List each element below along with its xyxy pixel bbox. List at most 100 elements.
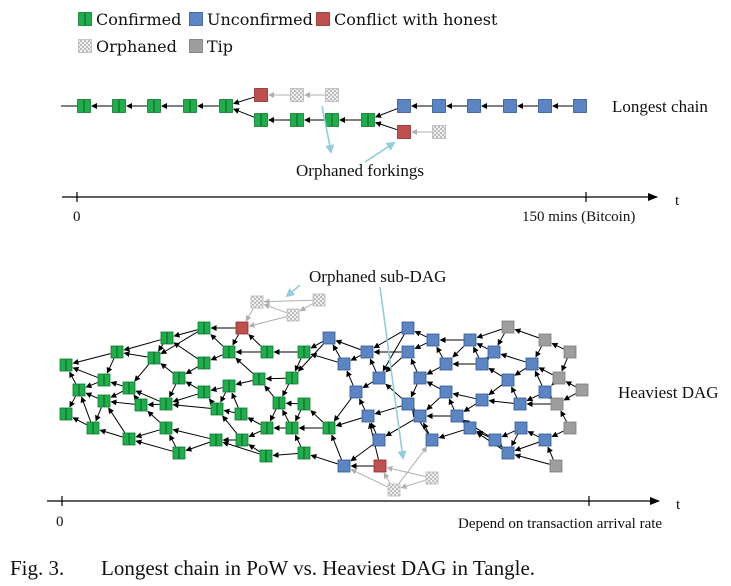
- approval-edge: [414, 330, 427, 338]
- bottom-time-axis: 0 Depend on transaction arrival rate t: [47, 496, 681, 532]
- approval-edge: [561, 358, 568, 372]
- orphan-edge: [350, 468, 388, 488]
- confirmed-block: [183, 99, 197, 113]
- approval-edge: [310, 341, 323, 349]
- confirmed-block: [254, 113, 268, 127]
- approval-edge: [172, 428, 210, 439]
- approval-edge: [476, 343, 488, 350]
- approval-edge: [330, 434, 342, 460]
- confirmed-block: [112, 99, 126, 113]
- approval-edge: [410, 358, 418, 372]
- approval-edge: [80, 396, 92, 422]
- approval-edge: [565, 381, 576, 388]
- approval-edge: [265, 375, 286, 382]
- approval-edge: [72, 353, 111, 365]
- approval-edge: [264, 385, 275, 397]
- orphan-edge: [400, 479, 426, 490]
- approval-edge: [488, 398, 514, 405]
- confirmed-tx: [285, 421, 299, 435]
- approval-edge: [282, 384, 290, 397]
- approval-edge: [222, 441, 260, 455]
- confirmed-tx: [159, 421, 173, 435]
- orphan-edge: [248, 316, 287, 328]
- confirmed-tx: [234, 407, 248, 421]
- approval-edge: [448, 398, 455, 410]
- unconfirmed-tx: [337, 357, 351, 371]
- confirmed-tx: [322, 421, 336, 435]
- approval-edge: [551, 342, 564, 350]
- legend-unconfirmed-label: Unconfirmed: [207, 10, 313, 29]
- confirmed-block: [325, 113, 339, 127]
- confirmed-block: [361, 113, 375, 127]
- approval-edge: [538, 367, 553, 376]
- conflict-block: [254, 88, 268, 102]
- approval-edge: [501, 430, 515, 438]
- approval-edge: [438, 429, 464, 440]
- unconfirmed-tx: [538, 385, 552, 399]
- approval-edge: [247, 417, 261, 425]
- approval-edge: [333, 398, 352, 422]
- confirmed-tx: [172, 371, 186, 385]
- approval-edge: [135, 439, 173, 452]
- approval-edge: [385, 357, 402, 373]
- approval-edge: [295, 410, 302, 422]
- approval-edge: [310, 410, 323, 423]
- unconfirmed-tx: [401, 397, 415, 411]
- confirmed-block: [77, 99, 91, 113]
- confirmed-tx: [122, 432, 136, 446]
- unconfirmed-tx: [475, 357, 489, 371]
- approval-edge: [69, 371, 77, 384]
- confirmed-tx: [222, 379, 236, 393]
- longest-chain-label: Longest chain: [612, 97, 708, 116]
- confirmed-tx: [197, 385, 211, 399]
- legend-tip-swatch: [189, 39, 203, 53]
- unconfirmed-tx: [439, 385, 453, 399]
- approval-edge: [235, 357, 253, 374]
- confirmed-tx: [59, 407, 73, 421]
- confirmed-tx: [222, 345, 236, 359]
- tip-tx: [549, 459, 563, 473]
- confirmed-block: [147, 99, 161, 113]
- approval-edge: [269, 409, 277, 422]
- approval-edge: [527, 431, 539, 438]
- orphan-edge: [245, 308, 254, 322]
- unconfirmed-tx: [501, 373, 515, 387]
- unconfirmed-tx: [514, 421, 528, 435]
- orphan-edge: [398, 446, 428, 484]
- approval-edge: [476, 328, 502, 339]
- unconfirmed-tx: [413, 409, 427, 423]
- confirmed-block: [290, 113, 304, 127]
- approval-edge: [210, 334, 223, 347]
- approval-edge: [310, 352, 338, 363]
- approval-edge: [99, 428, 123, 438]
- approval-edge: [294, 358, 302, 372]
- tip-tx: [563, 421, 577, 435]
- legend-unconfirmed-swatch: [189, 12, 203, 26]
- approval-edge: [452, 345, 465, 358]
- orphaned-tx: [425, 471, 439, 485]
- heaviest-dag-label: Heaviest DAG: [618, 383, 719, 402]
- approval-edge: [423, 422, 430, 434]
- unconfirmed-tx: [413, 371, 427, 385]
- approval-edge: [232, 334, 239, 346]
- approval-edge: [248, 430, 261, 438]
- approval-edge: [414, 342, 427, 350]
- conflict-tx: [235, 321, 249, 335]
- top-time-axis: 0 150 mins (Bitcoin) t: [62, 192, 680, 225]
- unconfirmed-tx: [361, 409, 375, 423]
- approval-edge: [158, 344, 164, 352]
- unconfirmed-block: [432, 99, 446, 113]
- approval-edge: [488, 367, 502, 377]
- approval-edge: [123, 339, 161, 352]
- confirmed-tx: [97, 394, 111, 408]
- approval-edge: [335, 339, 361, 351]
- conflict-tx: [373, 459, 387, 473]
- confirmed-tx: [235, 433, 249, 447]
- approval-edge: [69, 396, 76, 408]
- approval-edge: [335, 417, 362, 428]
- approval-edge: [511, 386, 518, 398]
- approval-edge: [123, 351, 148, 358]
- approval-edge: [95, 407, 102, 422]
- orphaned-tx: [387, 483, 401, 497]
- approval-edge: [452, 391, 476, 400]
